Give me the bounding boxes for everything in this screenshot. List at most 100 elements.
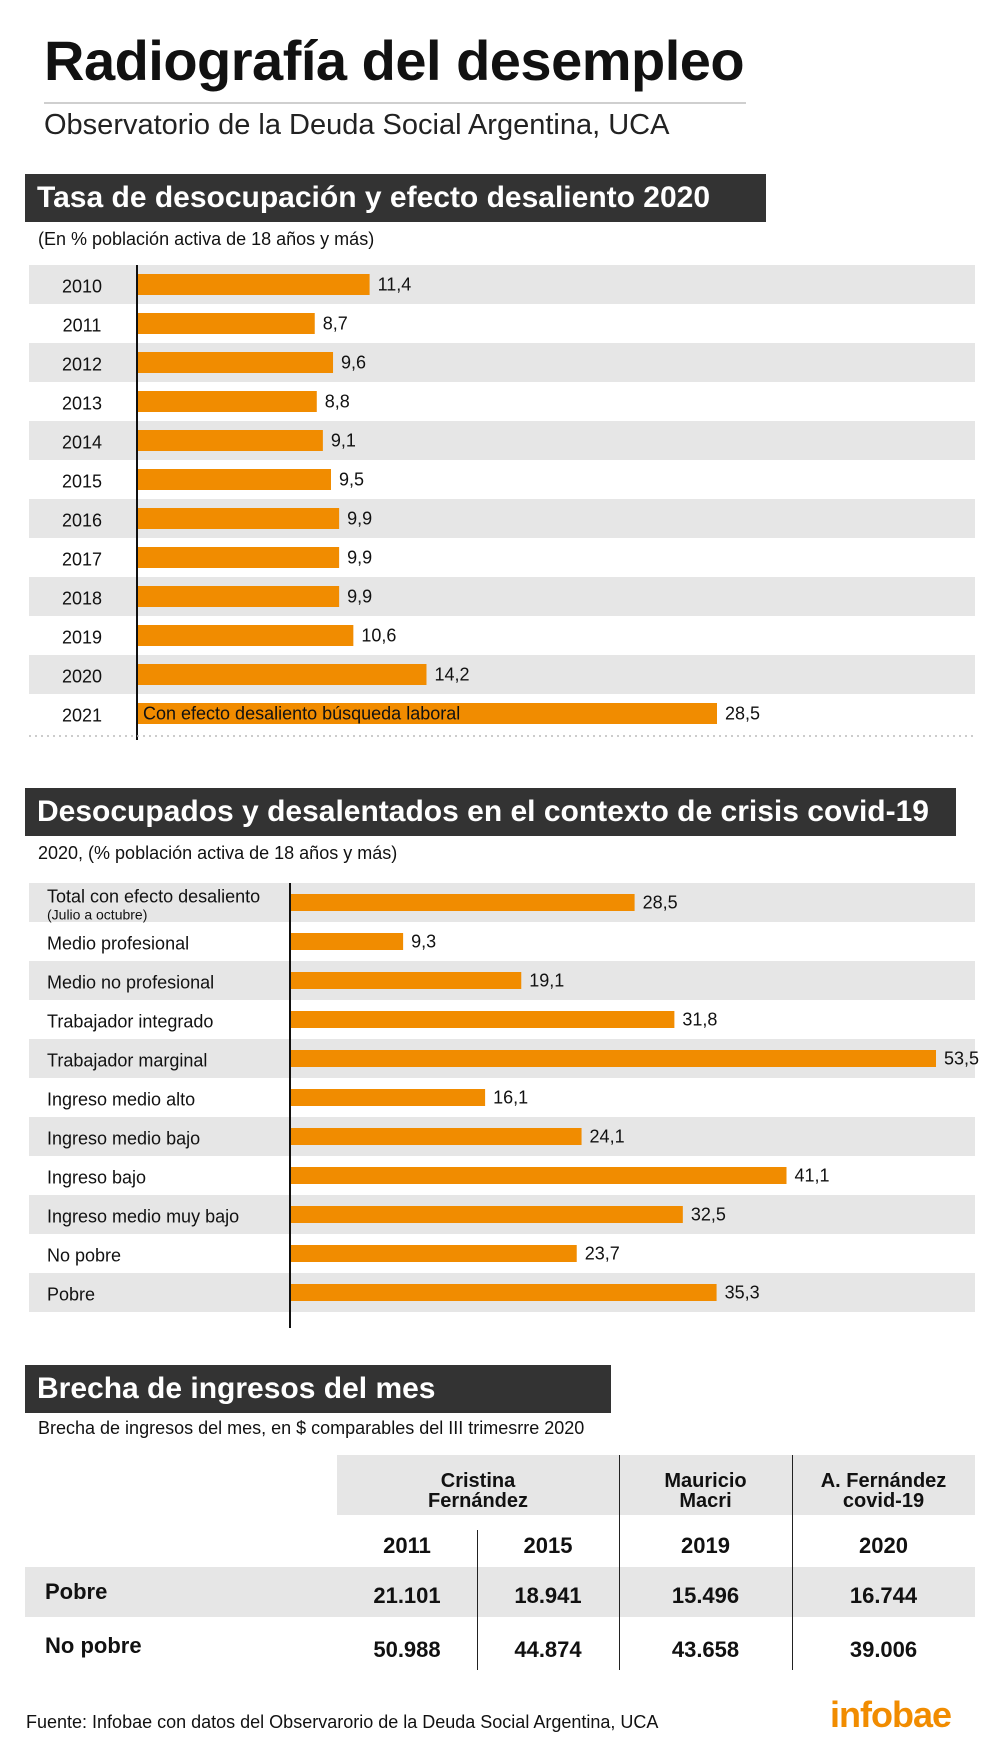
group-header-line: Fernández [427, 1490, 529, 1512]
group-header-line: Cristina [440, 1470, 516, 1492]
bar [291, 933, 404, 950]
chart-1-svg: 11,4 2010 8,7 2011 9,6 2012 8,8 2013 9,1 2014 9,5 2… [29, 265, 975, 740]
category-label: No pobre [47, 1246, 121, 1266]
value-label: 10,6 [361, 626, 396, 646]
value-label: 8,7 [323, 314, 348, 334]
bar [138, 274, 370, 295]
group-header-line: Macri [679, 1490, 732, 1512]
category-label: 2016 [62, 511, 102, 531]
table-divider [619, 1455, 620, 1670]
category-label: 2013 [62, 394, 102, 414]
bar [291, 1011, 675, 1028]
category-label: Total con efecto desaliento [47, 887, 260, 907]
table-cell: 15.496 [671, 1583, 740, 1608]
value-label: 28,5 [643, 893, 678, 913]
section-3-note: Brecha de ingresos del mes, en $ compara… [38, 1418, 585, 1438]
group-header-macri: Mauricio Macri [619, 1471, 792, 1511]
category-label: 2015 [62, 472, 102, 492]
source-note: Fuente: Infobae con datos del Observaror… [26, 1712, 659, 1732]
category-label: Medio no profesional [47, 973, 214, 993]
section-2-header: Desocupados y desalentados en el context… [25, 788, 956, 836]
group-header-line: A. Fernández [820, 1470, 947, 1492]
bar-annotation: Con efecto desaliento búsqueda laboral [143, 704, 460, 724]
table-cell: 18.941 [514, 1583, 582, 1608]
category-label: 2011 [63, 316, 102, 336]
row-label-no-pobre: No pobre [45, 1633, 142, 1658]
category-note: (Julio a octubre) [47, 907, 147, 923]
infobae-logo: infobae [830, 1694, 952, 1735]
page-subtitle: Observatorio de la Deuda Social Argentin… [44, 109, 670, 141]
year-header: 2015 [523, 1533, 573, 1558]
bar [291, 1284, 717, 1301]
category-label: 2017 [62, 550, 102, 570]
value-label: 19,1 [529, 971, 564, 991]
category-label: Ingreso bajo [47, 1168, 146, 1188]
value-label: 35,3 [725, 1283, 760, 1303]
category-label: Trabajador integrado [47, 1012, 213, 1032]
value-label: 53,5 [944, 1049, 979, 1069]
chart-2-svg: 28,5 Total con efecto desaliento(Julio a … [29, 883, 979, 1328]
table-cell: 39.006 [849, 1637, 918, 1662]
value-label: 11,4 [378, 275, 412, 295]
bar [138, 703, 717, 724]
bar [291, 1128, 582, 1145]
bar [138, 625, 354, 646]
value-label: 16,1 [493, 1088, 528, 1108]
bar [138, 313, 315, 334]
income-gap-table: Cristina Fernández Mauricio Macri A. Fer… [25, 1455, 975, 1670]
bar [138, 547, 340, 568]
bar [138, 352, 334, 373]
bar [138, 430, 323, 451]
group-header-afernandez: A. Fernández covid-19 [792, 1471, 975, 1511]
page-title: Radiografía del desempleo [44, 29, 745, 92]
value-label: 41,1 [795, 1166, 830, 1186]
table-header-band [337, 1455, 975, 1515]
title-rule [44, 102, 746, 104]
value-label: 9,1 [331, 431, 356, 451]
category-label: 2020 [62, 667, 102, 687]
bar [291, 1089, 486, 1106]
value-label: 9,9 [347, 509, 372, 529]
value-label: 9,6 [341, 353, 366, 373]
table-cell: 50.988 [373, 1637, 441, 1662]
group-header-line: covid-19 [842, 1490, 925, 1512]
section-1-header: Tasa de desocupación y efecto desaliento… [25, 174, 766, 222]
group-header-cristina: Cristina Fernández [337, 1471, 619, 1511]
table-row-band [25, 1567, 975, 1617]
value-label: 8,8 [325, 392, 350, 412]
table-cell: 43.658 [671, 1637, 740, 1662]
group-header-line: Mauricio [664, 1470, 747, 1492]
value-label: 31,8 [682, 1010, 717, 1030]
table-cell: 44.874 [514, 1637, 582, 1662]
bar [138, 664, 427, 685]
year-header: 2011 [383, 1533, 431, 1558]
table-cell: 16.744 [849, 1583, 918, 1608]
category-label: 2010 [62, 277, 102, 297]
section-2-note: 2020, (% población activa de 18 años y m… [38, 843, 398, 863]
bar [138, 586, 340, 607]
table-divider [477, 1530, 478, 1670]
bar [291, 1245, 577, 1262]
value-label: 14,2 [434, 665, 469, 685]
category-label: 2018 [62, 589, 102, 609]
category-label: Ingreso medio alto [47, 1090, 195, 1110]
value-label: 9,9 [347, 548, 372, 568]
category-label: 2021 [62, 706, 102, 726]
value-label: 23,7 [585, 1244, 620, 1264]
year-header: 2020 [859, 1533, 908, 1558]
section-3-header: Brecha de ingresos del mes [25, 1365, 611, 1413]
bar [138, 391, 317, 412]
value-label: 24,1 [590, 1127, 625, 1147]
table-divider [792, 1455, 793, 1670]
category-label: Trabajador marginal [47, 1051, 207, 1071]
section-1-note: (En % población activa de 18 años y más) [38, 229, 375, 249]
value-label: 9,5 [339, 470, 364, 490]
value-label: 9,3 [411, 932, 436, 952]
value-label: 32,5 [691, 1205, 726, 1225]
bar [138, 508, 340, 529]
chart-unemployed-discouraged: 28,5 Total con efecto desaliento (Julio a … [0, 883, 1000, 1328]
category-label: 2012 [62, 355, 102, 375]
value-label: 9,9 [347, 587, 372, 607]
bar [138, 469, 331, 490]
year-header: 2019 [681, 1533, 730, 1558]
